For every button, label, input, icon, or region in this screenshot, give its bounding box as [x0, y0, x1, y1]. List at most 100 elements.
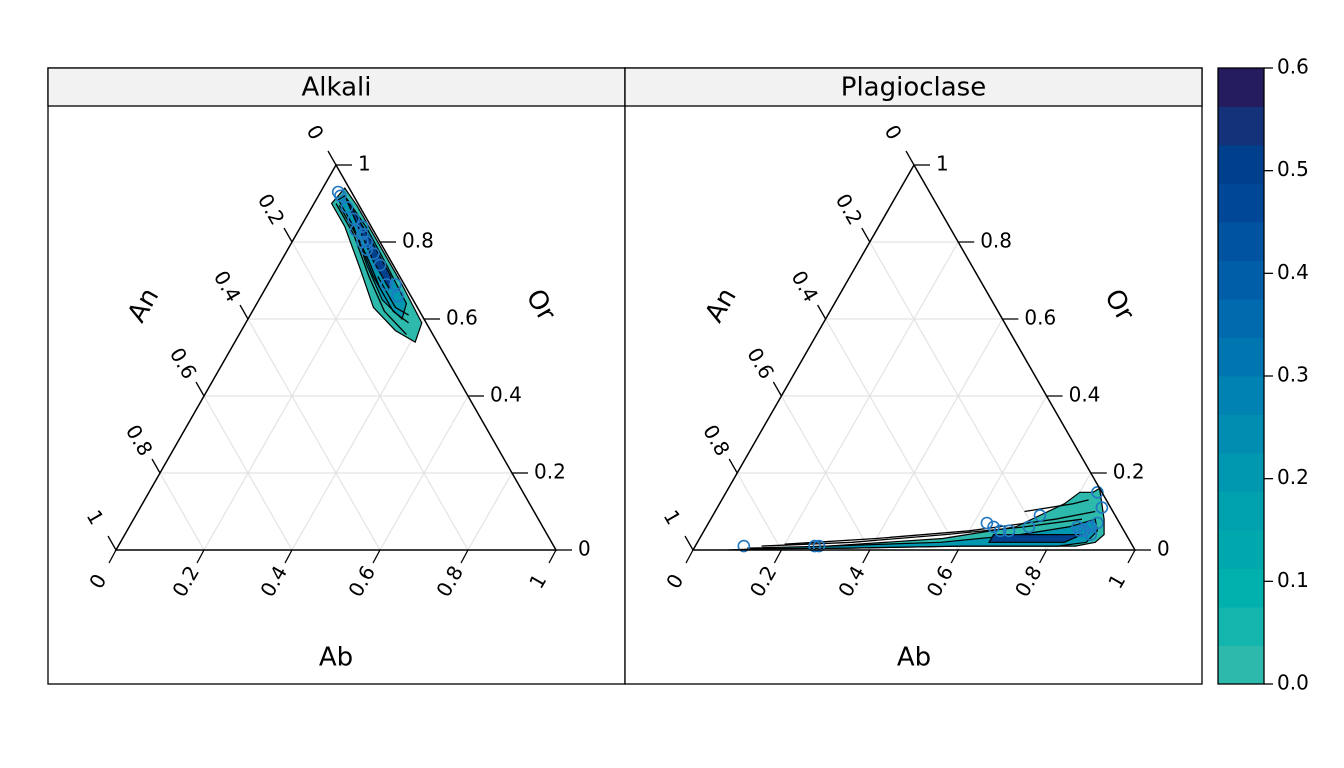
axis-title-bottom: Ab — [897, 643, 931, 673]
tick-left — [905, 150, 915, 166]
colorkey: 0.0 0.1 0.2 0.3 0.4 0.5 0.6 — [1217, 55, 1309, 695]
colorkey-tick-label: 0.4 — [1277, 260, 1309, 284]
colorkey-band — [1218, 376, 1264, 415]
tick-bottom — [773, 549, 782, 564]
grid-line — [957, 395, 1048, 551]
tick-label-right: 0 — [578, 537, 591, 561]
tick-left — [151, 458, 161, 474]
tick-left — [772, 381, 782, 397]
tick-bottom — [1127, 549, 1136, 564]
data-point — [1002, 524, 1016, 538]
ticks — [684, 150, 1151, 564]
data-point — [380, 278, 393, 291]
tick-left — [327, 150, 337, 166]
colorkey-band — [1218, 337, 1264, 377]
data-point — [360, 235, 374, 249]
data-point — [1073, 524, 1087, 538]
data-point — [367, 247, 380, 260]
grid — [159, 241, 513, 551]
contour-region — [988, 534, 1083, 543]
triangle-frame — [691, 163, 1137, 551]
colorkey-tick-label: 0.2 — [1277, 465, 1309, 489]
tick-left — [684, 535, 694, 551]
tick-left — [283, 227, 293, 243]
tick-left — [239, 304, 249, 320]
data-point — [1022, 520, 1036, 534]
data-point — [391, 289, 404, 303]
triangle-frame — [114, 163, 558, 551]
strip — [624, 67, 1203, 107]
panel-border — [624, 67, 1203, 685]
grid-line — [159, 472, 205, 551]
data-point — [808, 539, 821, 553]
data-point — [1033, 509, 1047, 522]
colorkey-band — [1218, 106, 1264, 146]
colorkey-band — [1218, 453, 1264, 492]
contour-line — [335, 203, 407, 335]
grid-line — [780, 395, 871, 551]
colorkey-tick-label: 0.1 — [1277, 568, 1309, 592]
tick-left — [107, 535, 117, 551]
tick-bottom — [372, 549, 381, 564]
data-point — [334, 189, 347, 203]
grid-line — [247, 318, 381, 551]
colorkey-band — [1218, 222, 1264, 261]
data-point — [1091, 485, 1104, 499]
tick-bottom — [284, 549, 293, 564]
strip — [47, 67, 626, 107]
data-point — [347, 212, 360, 226]
axis-title-bottom: Ab — [319, 643, 353, 673]
colorkey-band — [1218, 491, 1264, 531]
panel-border — [47, 67, 626, 685]
data-point — [373, 258, 387, 272]
colorkey-tick-label: 0.6 — [1277, 55, 1309, 79]
ticks — [107, 150, 572, 564]
colorkey-band — [1218, 183, 1264, 223]
colorkey-tick-label: 0.0 — [1277, 671, 1309, 695]
grid-line — [869, 318, 1003, 551]
data-point — [993, 524, 1007, 538]
tick-left — [861, 227, 871, 243]
tick-left — [817, 304, 827, 320]
tick-label-right: 0.4 — [490, 383, 522, 407]
colorkey-band — [1218, 68, 1264, 107]
colorkey-band — [1218, 260, 1264, 300]
contour-line — [377, 276, 409, 316]
tick-label-right: 0 — [1157, 537, 1170, 561]
data-point — [1084, 528, 1098, 541]
panel-title: Plagioclase — [841, 73, 986, 103]
data-point — [987, 520, 1000, 534]
data-point — [349, 224, 363, 237]
colorkey-band — [1218, 414, 1264, 454]
points — [737, 485, 1109, 553]
tick-label-right: 0.8 — [980, 229, 1012, 253]
contour-line — [784, 510, 1096, 545]
data-point — [1095, 501, 1109, 514]
grid-line — [291, 318, 425, 551]
tick-bottom — [108, 549, 117, 564]
grid — [736, 241, 1092, 551]
data-point — [360, 243, 374, 256]
data-point — [356, 220, 369, 233]
tick-bottom — [1039, 549, 1048, 564]
tick-bottom — [460, 549, 469, 564]
data-point — [1077, 524, 1091, 538]
colorkey-band — [1218, 530, 1264, 569]
data-point — [737, 539, 751, 553]
grid-line — [203, 395, 293, 551]
tick-bottom — [685, 549, 694, 564]
grid-line — [736, 472, 782, 551]
tick-label-right: 0.6 — [446, 306, 478, 330]
grid-line — [379, 395, 469, 551]
contour-line — [761, 518, 1083, 547]
data-point — [1091, 516, 1104, 530]
tick-label-right: 0.2 — [1113, 460, 1145, 484]
tick-bottom — [950, 549, 959, 564]
points — [331, 185, 404, 303]
tick-bottom — [862, 549, 871, 564]
data-point — [340, 201, 354, 214]
contour-line — [338, 205, 409, 324]
grid-line — [825, 318, 959, 551]
